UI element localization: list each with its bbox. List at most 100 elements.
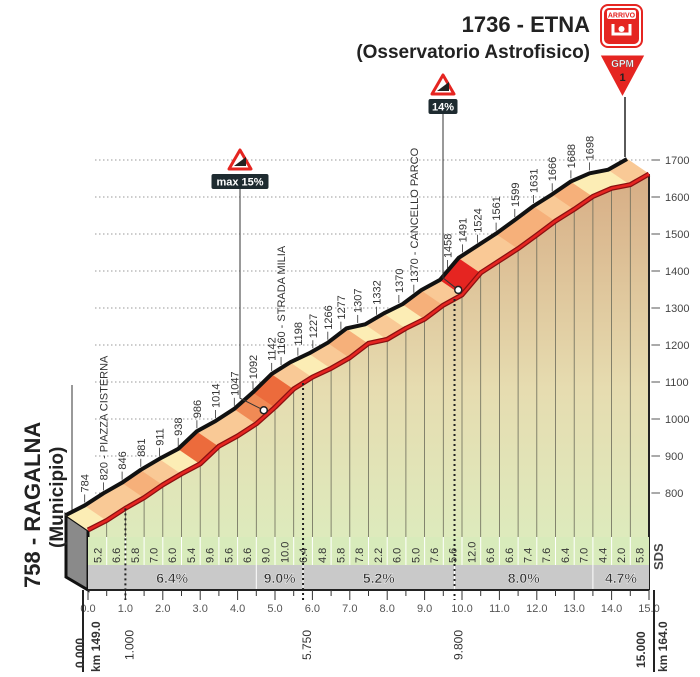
- gpm-category: 1: [619, 72, 625, 84]
- gradient-value: 5.2: [92, 548, 104, 563]
- marker-race-km-label: km 164.0: [656, 621, 670, 672]
- elevation-label: 986: [192, 400, 204, 418]
- elevation-label: 1524: [472, 208, 484, 232]
- elevation-label: 938: [173, 418, 185, 436]
- y-tick-label: 900: [665, 451, 683, 463]
- elevation-label: 1307: [353, 288, 365, 312]
- elevation-label: 1198: [293, 322, 305, 346]
- x-tick-label: 12.0: [526, 603, 547, 615]
- start-sub-label: (Municipio): [47, 447, 68, 548]
- elevation-label: 1160 - STRADA MILIA: [276, 245, 288, 355]
- gradient-value: 2.2: [373, 548, 385, 563]
- elevation-label: 1666: [547, 157, 559, 181]
- steep-label: max 15%: [216, 177, 263, 189]
- y-tick-label: 1600: [665, 192, 689, 204]
- profile-top-face: [65, 157, 651, 533]
- section-average-label: 6.4%: [156, 570, 188, 586]
- gradient-value: 12.0: [466, 542, 478, 563]
- gradient-value: 7.6: [541, 548, 553, 563]
- elevation-label: 1227: [308, 314, 320, 338]
- elevation-label: 1277: [336, 295, 348, 319]
- gradient-value: 2.0: [616, 548, 628, 563]
- marker-distance-label: 9.800: [452, 630, 466, 660]
- x-tick-label: 15.0: [638, 603, 659, 615]
- x-tick-label: 9.0: [417, 603, 432, 615]
- gradient-value: 5.4: [186, 548, 198, 563]
- elevation-label: 1370: [394, 268, 406, 292]
- gradient-value: 6.6: [485, 548, 497, 563]
- section-average-band: [88, 565, 649, 590]
- x-tick-label: 1.0: [118, 603, 133, 615]
- profile-side-face: [64, 174, 650, 593]
- x-tick-label: 4.0: [230, 603, 245, 615]
- elevation-label: 1047: [229, 371, 241, 395]
- section-average-label: 8.0%: [508, 570, 540, 586]
- elevation-label: 1092: [248, 355, 260, 379]
- elevation-labels: 784 820 - PIAZZA CISTERNA 846 881 911 938 986 1…: [80, 136, 597, 503]
- elevation-label: 1561: [491, 196, 503, 220]
- gradient-value: 7.0: [148, 548, 160, 563]
- steep-point-marker: [259, 405, 269, 415]
- elevation-label: 1688: [566, 144, 578, 168]
- steep-label-box: [428, 99, 458, 114]
- section-average-label: 5.2%: [363, 570, 395, 586]
- x-tick-label: 7.0: [342, 603, 357, 615]
- gradient-value: 10.0: [279, 542, 291, 563]
- gradient-value: 5.8: [635, 548, 647, 563]
- gradient-value: 4.4: [597, 548, 609, 563]
- elevation-label: 1458: [442, 234, 454, 258]
- marker-distance-label: 1.000: [122, 630, 136, 660]
- section-average-label: 4.7%: [605, 570, 637, 586]
- gradient-value: 5.8: [335, 548, 347, 563]
- x-tick-label: 2.0: [155, 603, 170, 615]
- gradient-value: 5.6: [223, 548, 235, 563]
- elevation-label: 911: [155, 428, 167, 446]
- road-front-edge: [87, 172, 650, 532]
- arrivo-label: ARRIVO: [608, 13, 636, 20]
- y-tick-label: 1500: [665, 229, 689, 241]
- x-tick-label: 10.0: [451, 603, 472, 615]
- y-tick-label: 1100: [665, 377, 689, 389]
- x-tick-label: 3.0: [193, 603, 208, 615]
- gradient-value: 7.6: [429, 548, 441, 563]
- y-tick-label: 1700: [665, 155, 689, 167]
- elevation-label: 846: [117, 451, 129, 469]
- finish-label: 1736 - ETNA: [462, 12, 590, 37]
- steep-label: 14%: [432, 102, 454, 114]
- marker-race-km-label: km 149.0: [89, 621, 103, 672]
- steep-pointer-line: [239, 189, 265, 411]
- gradient-value: 6.4: [298, 548, 310, 563]
- gpm-label: GPM: [611, 59, 634, 70]
- marker-distance-label: 0.000: [73, 638, 87, 668]
- x-tick-label: 13.0: [563, 603, 584, 615]
- steep-pointer-line: [442, 114, 459, 291]
- annotations: 758 - RAGALNA (Municipio) 1736 - ETNA (O…: [20, 4, 666, 588]
- x-tick-label: 6.0: [305, 603, 320, 615]
- steep-warning-icon: [430, 73, 456, 96]
- elevation-label: 1631: [529, 169, 541, 193]
- elevation-label: 820 - PIAZZA CISTERNA: [98, 355, 110, 480]
- elevation-label: 1491: [457, 218, 469, 242]
- y-tick-label: 1400: [665, 266, 689, 278]
- gradient-bands: 5.2 6.6 5.8 7.0 6.0 5.4 9.6 5.6 6.6 9.0 10.0 6.4 4.8…: [88, 537, 649, 590]
- y-tick-label: 1300: [665, 303, 689, 315]
- elevation-label: 1332: [371, 280, 383, 304]
- gradient-value: 5.0: [410, 548, 422, 563]
- finish-sub-label: (Osservatorio Astrofisico): [356, 42, 590, 63]
- y-tick-label: 1000: [665, 414, 689, 426]
- road-back-edge: [65, 157, 628, 517]
- elevation-label: 1014: [211, 383, 223, 407]
- x-tick-label: 14.0: [601, 603, 622, 615]
- x-tick-label: 8.0: [380, 603, 395, 615]
- elevation-label: 1266: [323, 305, 335, 329]
- y-tick-label: 1200: [665, 340, 689, 352]
- slope-glyph: [437, 82, 449, 91]
- y-tick-label: 800: [665, 488, 683, 500]
- gradient-value: 7.8: [354, 548, 366, 563]
- gradient-value: 6.6: [242, 548, 254, 563]
- start-label: 758 - RAGALNA: [20, 422, 45, 588]
- elevation-label: 1142: [267, 337, 279, 361]
- gpm-icon: GPM 1: [599, 54, 646, 99]
- gradient-value: 6.0: [392, 548, 404, 563]
